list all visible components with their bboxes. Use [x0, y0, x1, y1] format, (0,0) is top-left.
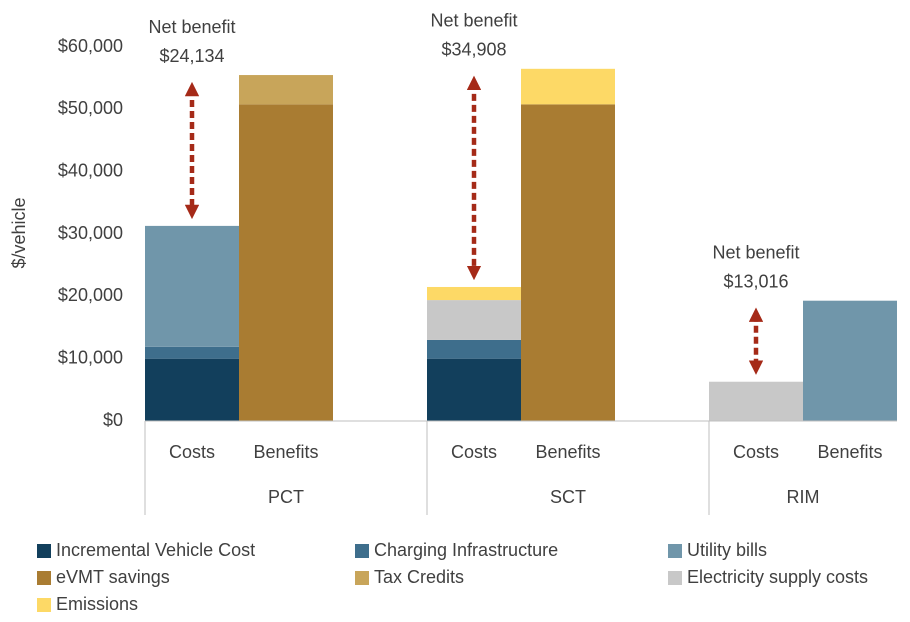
bar-segment — [427, 286, 521, 301]
bar-segment — [145, 346, 239, 359]
group-label: PCT — [268, 487, 304, 507]
annotation-value: $34,908 — [441, 40, 506, 60]
legend-label: Incremental Vehicle Cost — [56, 540, 255, 560]
bar-segment — [145, 225, 239, 347]
legend-swatch — [355, 571, 369, 585]
x-tick-label: Costs — [451, 442, 497, 462]
bar-segment — [427, 339, 521, 359]
bar-segment — [239, 104, 333, 421]
group-label: SCT — [550, 487, 586, 507]
legend-swatch — [37, 544, 51, 558]
y-tick-label: $30,000 — [58, 223, 123, 243]
x-tick-label: Benefits — [535, 442, 600, 462]
annotation-value: $24,134 — [159, 46, 224, 66]
annotation-label: Net benefit — [430, 11, 517, 31]
bar-segment — [521, 68, 615, 105]
y-tick-label: $10,000 — [58, 347, 123, 367]
group-label: RIM — [787, 487, 820, 507]
y-tick-label: $20,000 — [58, 285, 123, 305]
bar-segment — [427, 300, 521, 340]
legend-label: Tax Credits — [374, 567, 464, 587]
bar-segment — [709, 381, 803, 421]
legend-swatch — [355, 544, 369, 558]
legend-label: Charging Infrastructure — [374, 540, 558, 560]
annotation-label: Net benefit — [712, 242, 799, 262]
bar-segment — [145, 358, 239, 421]
legend-swatch — [37, 598, 51, 612]
bar-segment — [803, 300, 897, 421]
y-tick-label: $50,000 — [58, 98, 123, 118]
x-tick-label: Costs — [733, 442, 779, 462]
legend-label: Utility bills — [687, 540, 767, 560]
bar-segment — [521, 104, 615, 421]
annotation-value: $13,016 — [723, 271, 788, 291]
x-tick-label: Benefits — [817, 442, 882, 462]
legend-label: Electricity supply costs — [687, 567, 868, 587]
bar-segment — [239, 75, 333, 105]
y-tick-label: $60,000 — [58, 36, 123, 56]
y-tick-label: $40,000 — [58, 160, 123, 180]
bar-segment — [427, 358, 521, 421]
annotation-label: Net benefit — [148, 17, 235, 37]
legend-swatch — [37, 571, 51, 585]
legend-label: Emissions — [56, 594, 138, 614]
x-tick-label: Benefits — [253, 442, 318, 462]
y-tick-label: $0 — [103, 410, 123, 430]
legend-label: eVMT savings — [56, 567, 170, 587]
legend-swatch — [668, 571, 682, 585]
x-tick-label: Costs — [169, 442, 215, 462]
y-axis-label: $/vehicle — [9, 197, 29, 268]
legend-swatch — [668, 544, 682, 558]
